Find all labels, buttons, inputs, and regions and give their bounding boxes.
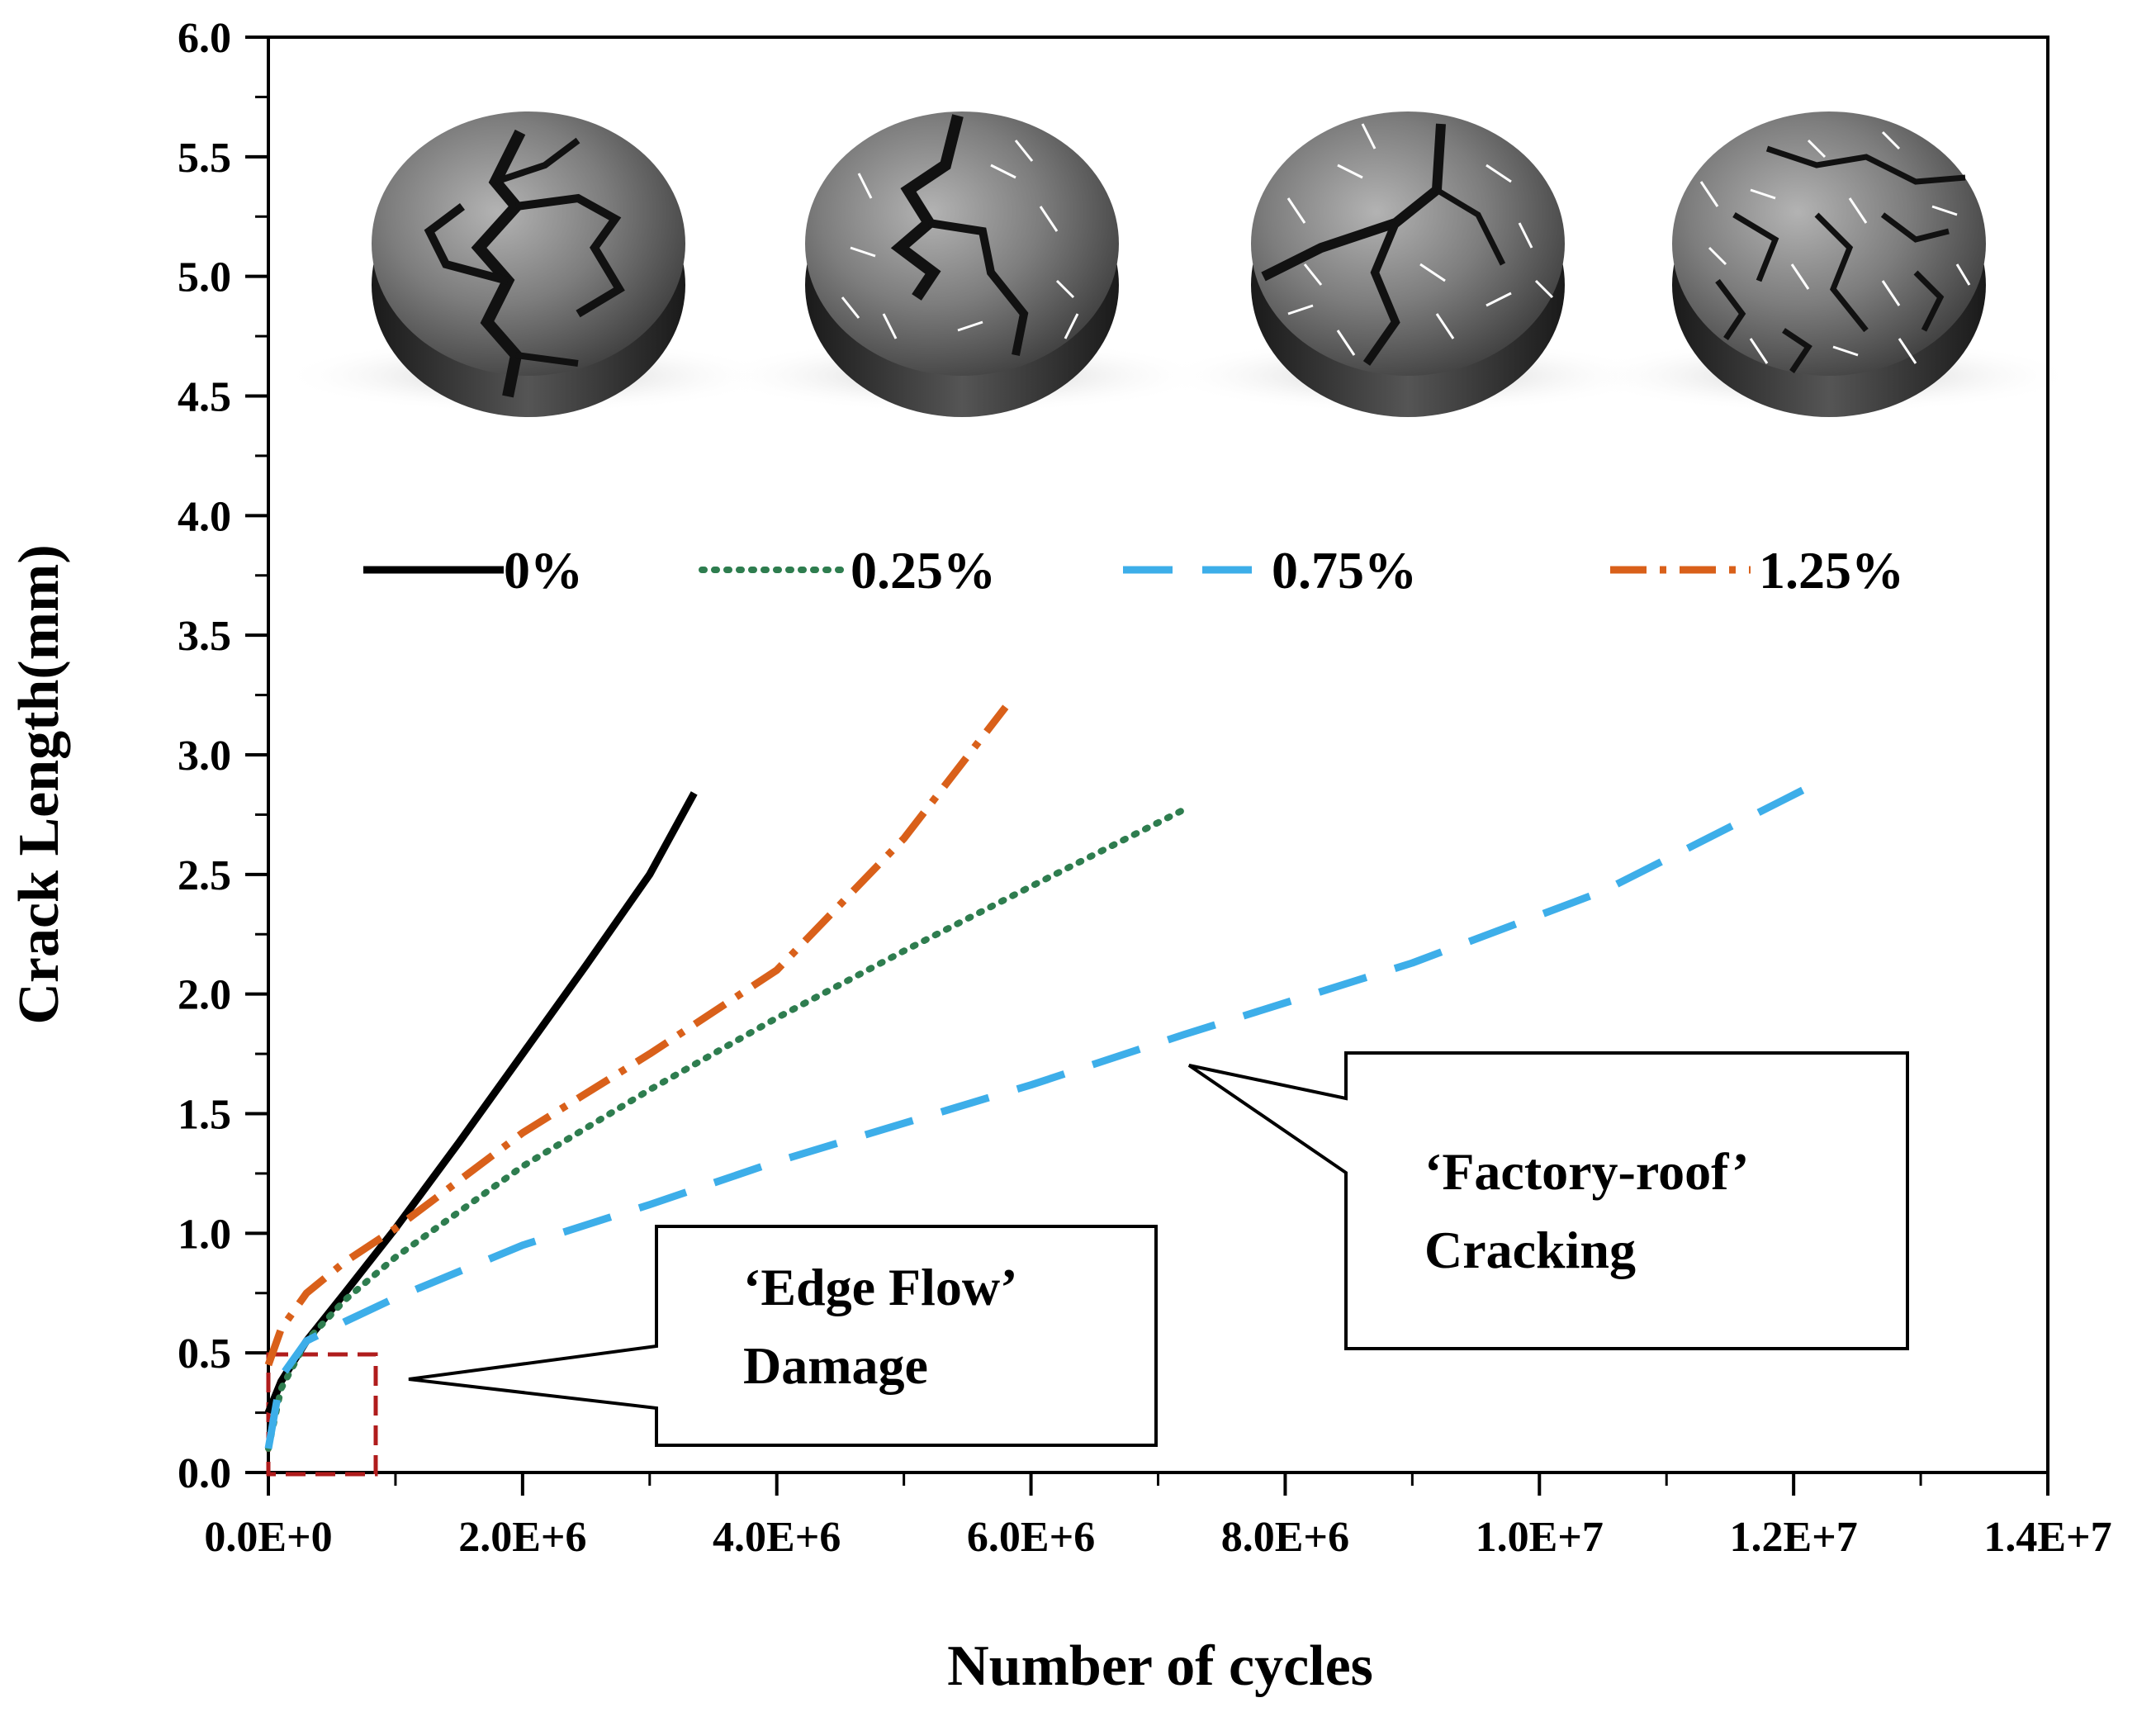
callout-factory-roof: ‘Factory-roof’ Cracking [1187, 1051, 1909, 1350]
y-tick-label: 5.0 [178, 254, 231, 301]
series-line-3 [264, 704, 1009, 1367]
y-tick-label: 1.5 [178, 1092, 231, 1139]
y-tick-label: 1.0 [178, 1211, 231, 1258]
specimen-0-percent-illustration [281, 111, 776, 417]
x-tick-label: 1.4E+7 [1983, 1514, 2111, 1561]
series-layer [264, 704, 1808, 1452]
y-tick-label: 5.5 [178, 135, 231, 182]
specimen-075-percent-illustration [1160, 111, 1656, 417]
y-axis-title: Crack Length(mm) [7, 544, 71, 1024]
x-tick-label: 6.0E+6 [967, 1514, 1095, 1561]
callout-factory-roof-line-1: ‘Factory-roof’ [1424, 1142, 1749, 1201]
y-axis-tick-labels: 0.0 0.5 1.0 1.5 2.0 2.5 3.0 3.5 4.0 4.5 5.0 5.5 6.0 [178, 15, 231, 1497]
x-tick-label: 8.0E+6 [1221, 1514, 1349, 1561]
x-tick-label: 4.0E+6 [713, 1514, 841, 1561]
x-axis-ticks [267, 1473, 2049, 1496]
specimen-025-percent-illustration [714, 111, 1210, 417]
y-tick-label: 4.5 [178, 374, 231, 421]
y-tick-label: 0.5 [178, 1330, 231, 1378]
legend-label-3: 1.25% [1759, 541, 1904, 600]
edge-flow-highlight-box [266, 1352, 378, 1477]
callout-edge-flow-line-1: ‘Edge Flow’ [743, 1258, 1017, 1316]
callout-edge-flow: ‘Edge Flow’ Damage [408, 1225, 1158, 1447]
x-tick-label: 1.2E+7 [1729, 1514, 1857, 1561]
x-axis-tick-labels: 0.0E+0 2.0E+6 4.0E+6 6.0E+6 8.0E+6 1.0E+7 1.2E… [204, 1514, 2111, 1561]
x-axis-title: Number of cycles [947, 1634, 1373, 1698]
y-axis-ticks [245, 36, 268, 1474]
y-tick-label: 0.0 [178, 1450, 231, 1497]
y-tick-label: 2.5 [178, 852, 231, 899]
x-tick-label: 0.0E+0 [204, 1514, 332, 1561]
y-tick-label: 3.0 [178, 733, 231, 780]
y-tick-label: 6.0 [178, 15, 231, 62]
callout-edge-flow-line-2: Damage [743, 1336, 928, 1395]
y-tick-label: 4.0 [178, 493, 231, 540]
callout-factory-roof-line-2: Cracking [1424, 1221, 1636, 1279]
specimen-125-percent-illustration [1581, 111, 2077, 417]
legend: 0% 0.25% 0.75% 1.25% [363, 541, 1904, 600]
legend-label-2: 0.75% [1272, 541, 1417, 600]
x-tick-label: 2.0E+6 [458, 1514, 586, 1561]
y-tick-label: 2.0 [178, 972, 231, 1019]
y-tick-label: 3.5 [178, 613, 231, 660]
x-tick-label: 1.0E+7 [1476, 1514, 1604, 1561]
series-line-2 [264, 785, 1808, 1449]
legend-label-0: 0% [504, 541, 583, 600]
legend-label-1: 0.25% [851, 541, 996, 600]
